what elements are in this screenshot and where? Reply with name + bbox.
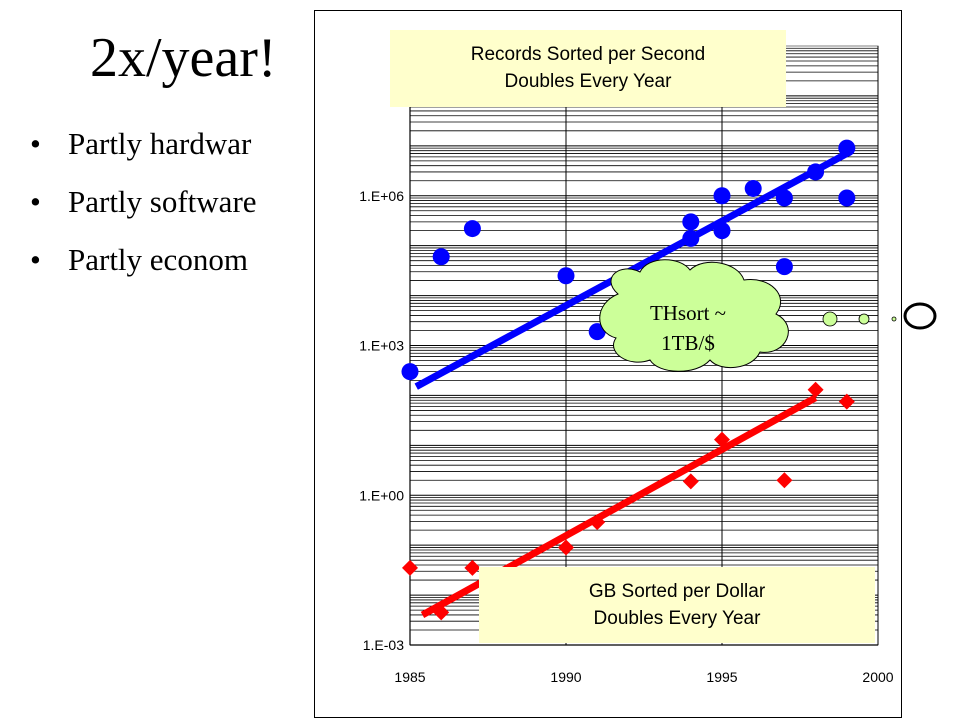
bullet-item: • Partly hardwar [30, 124, 257, 182]
y-tick-label: 1.E+06 [359, 188, 404, 204]
records-per-second-point [557, 267, 575, 285]
gb-per-dollar-point [558, 539, 574, 556]
y-tick-label: 1.E+00 [359, 487, 404, 503]
x-tick-label: 1995 [706, 669, 737, 685]
records-per-second-point [713, 187, 731, 205]
bullet-list: • Partly hardwar • Partly software • Partly… [30, 124, 257, 298]
records-per-second-point [807, 163, 825, 181]
bullet-dot: • [30, 184, 41, 219]
records-per-second-point [838, 189, 856, 207]
records-per-second-point [775, 189, 793, 207]
thsort-cloud-callout [599, 259, 789, 372]
records-annotation-box [390, 30, 786, 107]
records-per-second-point [682, 229, 700, 247]
x-tick-label: 1985 [394, 669, 425, 685]
records-per-second-point [682, 213, 700, 231]
bullet-text: Partly econom [68, 242, 248, 277]
gb-per-dollar-point [589, 514, 606, 531]
bullet-dot: • [30, 242, 41, 277]
records-per-second-point [744, 179, 762, 197]
records-per-second-point [401, 363, 419, 381]
gb-per-dollar-point [402, 559, 418, 576]
callout-trail-ring [903, 302, 937, 330]
x-tick-label: 2000 [862, 669, 893, 685]
bullet-text: Partly software [68, 184, 257, 219]
gb-per-dollar-point [807, 381, 824, 398]
gb-per-dollar-point [464, 559, 481, 576]
records-per-second-point [432, 248, 450, 266]
y-tick-label: 1.E+03 [359, 338, 404, 354]
bullet-item: • Partly software [30, 182, 257, 240]
records-per-second-point [775, 258, 793, 276]
gb-per-dollar-point [838, 393, 855, 410]
callout-trail-bubble [891, 316, 897, 322]
x-tick-label: 1990 [550, 669, 581, 685]
callout-text: 1TB/$ [661, 331, 715, 355]
records-per-second-point [463, 220, 481, 238]
gb-per-dollar-point [433, 604, 450, 621]
gb-annotation-text: GB Sorted per Dollar [589, 581, 766, 602]
bullet-dot: • [30, 126, 41, 161]
callout-trail-bubble [822, 311, 838, 327]
gb-per-dollar-point [682, 473, 699, 490]
y-tick-label: 1.E-03 [363, 637, 404, 653]
callout-trail-bubble [858, 313, 870, 325]
bullet-item: • Partly econom [30, 240, 257, 298]
records-annotation-text: Records Sorted per Second [471, 44, 705, 65]
slide-title: 2x/year! [90, 27, 277, 89]
gb-annotation-box [479, 567, 875, 643]
gb-per-dollar-point [776, 472, 793, 489]
bullet-text: Partly hardwar [68, 126, 252, 161]
gb-per-dollar-point [714, 431, 730, 448]
records-annotation-text: Doubles Every Year [505, 71, 673, 92]
callout-text: THsort ~ [650, 301, 726, 325]
gb-annotation-text: Doubles Every Year [594, 608, 762, 629]
records-per-second-point [713, 222, 731, 240]
records-per-second-point [838, 139, 856, 157]
